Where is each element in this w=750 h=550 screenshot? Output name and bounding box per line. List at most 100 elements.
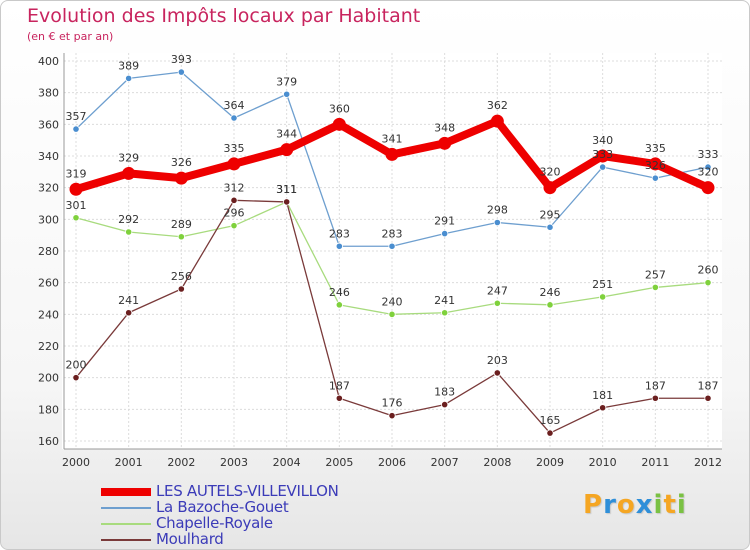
x-tick-label: 2009 bbox=[536, 456, 564, 469]
y-tick-label: 180 bbox=[38, 403, 59, 416]
data-label: 256 bbox=[171, 270, 192, 283]
legend-swatch bbox=[101, 523, 151, 525]
series-point-0 bbox=[596, 149, 610, 163]
series-point-3 bbox=[230, 196, 238, 204]
data-label: 246 bbox=[329, 286, 350, 299]
data-label: 176 bbox=[382, 397, 403, 410]
data-label: 362 bbox=[487, 99, 508, 112]
y-tick-label: 320 bbox=[38, 182, 59, 195]
y-tick-label: 200 bbox=[38, 372, 59, 385]
data-label: 289 bbox=[171, 218, 192, 231]
series-point-1 bbox=[230, 114, 238, 122]
y-tick-label: 400 bbox=[38, 55, 59, 68]
series-point-1 bbox=[283, 90, 291, 98]
series-point-3 bbox=[177, 285, 185, 293]
data-label: 301 bbox=[66, 199, 87, 212]
legend-label: La Bazoche-Gouet bbox=[156, 498, 289, 516]
series-point-2 bbox=[125, 228, 133, 236]
series-point-3 bbox=[599, 404, 607, 412]
x-tick-label: 2011 bbox=[641, 456, 669, 469]
data-label: 240 bbox=[382, 295, 403, 308]
series-point-0 bbox=[227, 157, 241, 171]
series-point-3 bbox=[704, 394, 712, 402]
series-point-3 bbox=[546, 429, 554, 437]
data-label: 241 bbox=[434, 294, 455, 307]
x-tick-label: 2008 bbox=[483, 456, 511, 469]
data-label: 247 bbox=[487, 284, 508, 297]
data-label: 333 bbox=[592, 148, 613, 161]
series-point-1 bbox=[72, 125, 80, 133]
series-point-0 bbox=[701, 181, 715, 195]
x-tick-label: 2007 bbox=[431, 456, 459, 469]
data-label: 187 bbox=[698, 379, 719, 392]
y-tick-label: 260 bbox=[38, 277, 59, 290]
series-point-2 bbox=[599, 293, 607, 301]
data-label: 357 bbox=[66, 110, 87, 123]
data-label: 298 bbox=[487, 204, 508, 217]
series-point-3 bbox=[441, 400, 449, 409]
series-point-0 bbox=[490, 114, 504, 128]
series-point-1 bbox=[441, 229, 449, 238]
data-label: 241 bbox=[118, 294, 139, 307]
series-point-1 bbox=[493, 218, 501, 227]
series-point-1 bbox=[651, 174, 659, 182]
data-label: 181 bbox=[592, 389, 613, 402]
series-point-3 bbox=[651, 394, 659, 402]
y-tick-label: 380 bbox=[38, 87, 59, 100]
data-label: 203 bbox=[487, 354, 508, 367]
data-label: 291 bbox=[434, 215, 455, 228]
logo-letter: o bbox=[616, 490, 636, 520]
x-tick-label: 2006 bbox=[378, 456, 406, 469]
data-label: 389 bbox=[118, 59, 139, 72]
series-point-0 bbox=[438, 136, 452, 150]
data-label: 393 bbox=[171, 53, 192, 66]
x-tick-label: 2002 bbox=[167, 456, 195, 469]
data-label: 329 bbox=[118, 151, 139, 164]
y-tick-label: 300 bbox=[38, 213, 59, 226]
data-label: 312 bbox=[224, 181, 245, 194]
data-label: 187 bbox=[329, 379, 350, 392]
series-point-0 bbox=[69, 182, 83, 196]
data-label: 311 bbox=[276, 183, 297, 196]
x-tick-label: 2000 bbox=[62, 456, 90, 469]
x-tick-label: 2001 bbox=[115, 456, 143, 469]
data-label: 257 bbox=[645, 268, 666, 281]
series-point-0 bbox=[543, 181, 557, 195]
series-point-1 bbox=[125, 74, 133, 83]
series-point-3 bbox=[493, 369, 501, 377]
data-label: 165 bbox=[540, 414, 561, 427]
data-label: 335 bbox=[224, 142, 245, 155]
data-label: 320 bbox=[540, 166, 561, 179]
legend-swatch bbox=[101, 488, 151, 496]
proxiti-logo: Proxiti bbox=[583, 490, 687, 520]
series-point-0 bbox=[385, 147, 399, 161]
data-label: 183 bbox=[434, 386, 455, 399]
legend-swatch bbox=[101, 507, 151, 509]
data-label: 319 bbox=[66, 167, 87, 180]
series-point-1 bbox=[388, 242, 396, 250]
logo-letter: x bbox=[635, 490, 654, 520]
series-point-2 bbox=[493, 299, 501, 307]
series-point-3 bbox=[283, 198, 291, 206]
data-label: 360 bbox=[329, 102, 350, 115]
series-point-3 bbox=[335, 394, 343, 402]
x-tick-label: 2003 bbox=[220, 456, 248, 469]
x-tick-label: 2010 bbox=[589, 456, 617, 469]
y-tick-label: 160 bbox=[38, 435, 59, 448]
logo-letter: r bbox=[603, 490, 617, 520]
series-point-2 bbox=[546, 301, 554, 309]
data-label: 283 bbox=[329, 227, 350, 240]
data-label: 326 bbox=[171, 156, 192, 169]
series-point-2 bbox=[335, 301, 343, 309]
series-point-2 bbox=[441, 309, 449, 317]
series-point-2 bbox=[72, 214, 80, 222]
series-point-3 bbox=[72, 374, 80, 382]
data-label: 340 bbox=[592, 134, 613, 147]
y-tick-label: 340 bbox=[38, 150, 59, 163]
logo-letter: i bbox=[653, 490, 664, 520]
series-point-0 bbox=[122, 166, 136, 180]
series-point-0 bbox=[174, 171, 188, 185]
legend-label: LES AUTELS-VILLEVILLON bbox=[156, 482, 339, 500]
